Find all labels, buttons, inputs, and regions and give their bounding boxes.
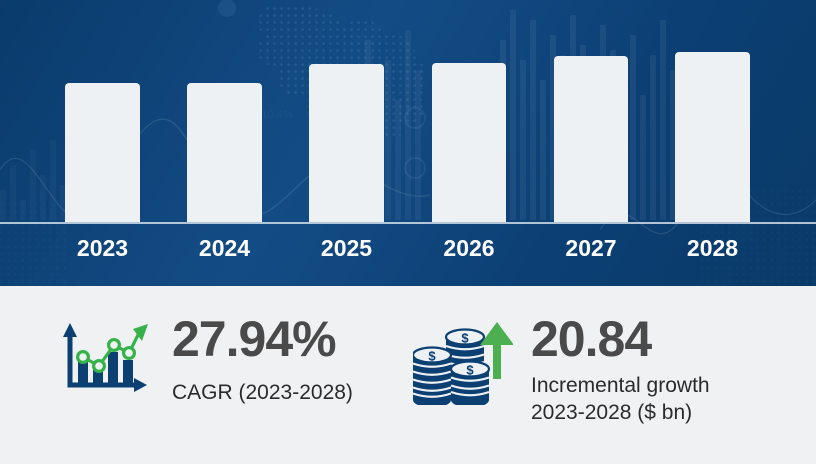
svg-text:$: $ xyxy=(461,331,469,346)
svg-text:$: $ xyxy=(466,363,474,378)
svg-text:$: $ xyxy=(428,349,436,364)
